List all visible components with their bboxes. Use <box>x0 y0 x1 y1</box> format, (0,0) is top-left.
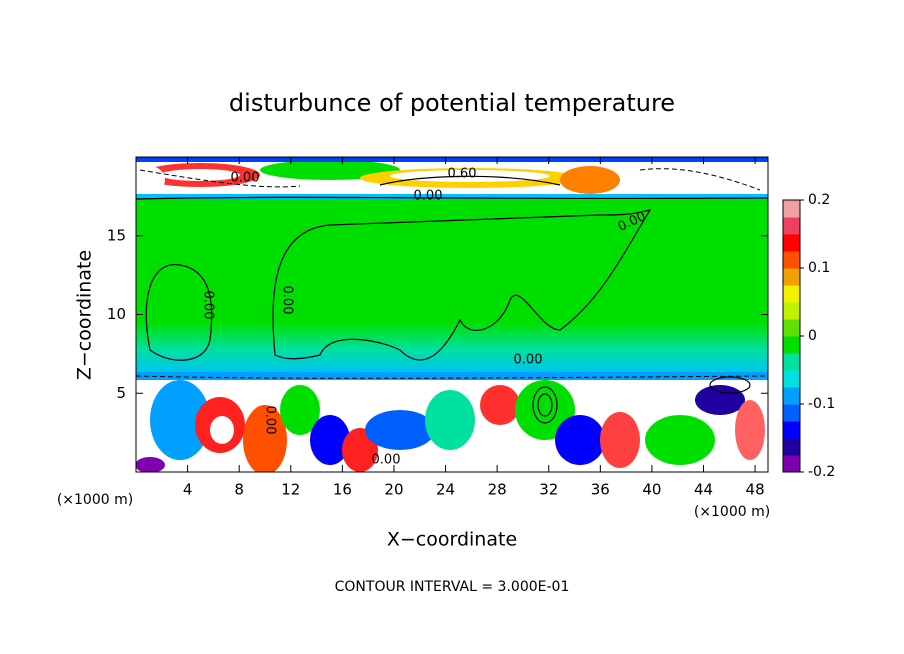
x-tick-label: 36 <box>591 481 610 499</box>
x-axis-unit: (×1000 m) <box>694 504 770 520</box>
contour-label: 0.00 <box>372 453 401 468</box>
colorbar-segment <box>783 370 800 388</box>
x-tick-label: 48 <box>746 481 765 499</box>
colorbar-segment <box>783 353 800 371</box>
contour-label: 0.00 <box>414 189 443 204</box>
y-tick-label: 15 <box>107 226 126 244</box>
colorbar-segment <box>783 387 800 405</box>
y-tick-label: 5 <box>116 384 126 402</box>
colorbar-segment <box>783 438 800 456</box>
colorbar-segment <box>783 421 800 439</box>
colorbar-tick-label: 0.2 <box>808 192 830 208</box>
colorbar-segment <box>783 455 800 473</box>
contour-label: 0.00 <box>263 406 278 435</box>
colorbar-segment <box>783 285 800 303</box>
y-axis-label: Z−coordinate <box>74 250 96 380</box>
colorbar-segment <box>783 336 800 354</box>
x-tick-label: 16 <box>333 481 352 499</box>
contour-label: 0.00 <box>231 171 260 186</box>
colorbar-segment <box>783 251 800 269</box>
colorbar-tick-label: -0.1 <box>808 396 835 412</box>
contour-label: 0.00 <box>280 286 295 315</box>
chart-title: disturbunce of potential temperature <box>229 89 675 117</box>
y-axis-unit: (×1000 m) <box>57 492 133 508</box>
bottom-layer-blobs <box>136 372 768 472</box>
x-tick-label: 44 <box>694 481 713 499</box>
x-axis-label: X−coordinate <box>387 529 517 551</box>
y-tick-label: 10 <box>107 305 126 323</box>
x-tick-label: 28 <box>488 481 507 499</box>
colorbar-tick-label: 0 <box>808 328 817 344</box>
colorbar-segment <box>783 302 800 320</box>
colorbar-segment <box>783 200 800 218</box>
footer-note: CONTOUR INTERVAL = 3.000E-01 <box>335 579 570 595</box>
colorbar-segment <box>783 319 800 337</box>
colorbar-segment <box>783 268 800 286</box>
contour-lines <box>136 168 768 424</box>
x-tick-label: 4 <box>183 481 193 499</box>
contour-label: 0.00 <box>201 291 216 320</box>
contour-label: 0.00 <box>514 353 543 368</box>
x-tick-label: 40 <box>642 481 661 499</box>
contour-field <box>136 157 768 472</box>
x-tick-label: 12 <box>281 481 300 499</box>
colorbar-tick-label: -0.2 <box>808 464 835 480</box>
x-tick-label: 24 <box>436 481 455 499</box>
colorbar-segment <box>783 404 800 422</box>
x-tick-label: 32 <box>539 481 558 499</box>
colorbar-segment <box>783 217 800 235</box>
colorbar-tick-label: 0.1 <box>808 260 830 276</box>
contour-label: 0.60 <box>448 167 477 182</box>
colorbar-segment <box>783 234 800 252</box>
x-tick-label: 8 <box>234 481 244 499</box>
x-tick-label: 20 <box>384 481 403 499</box>
field-middle <box>136 198 768 376</box>
